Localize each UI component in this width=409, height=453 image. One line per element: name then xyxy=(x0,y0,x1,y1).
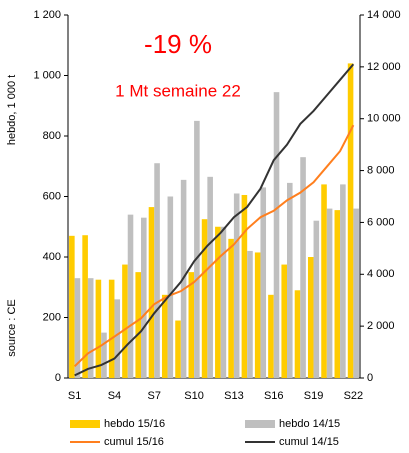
bar xyxy=(273,92,280,378)
y2-tick-label: 10 000 xyxy=(367,113,401,125)
x-tick-label: S7 xyxy=(148,390,161,402)
bar xyxy=(154,163,160,378)
x-tick-label: S13 xyxy=(224,390,244,402)
y2-tick-label: 4 000 xyxy=(367,268,395,280)
legend-label: cumul 15/16 xyxy=(104,436,164,448)
y-tick-label: 800 xyxy=(43,130,61,142)
bar xyxy=(69,235,75,378)
y-tick-label: 200 xyxy=(43,311,61,323)
legend-label: hebdo 15/16 xyxy=(104,418,165,430)
bar xyxy=(340,184,346,378)
bar xyxy=(161,294,168,378)
bar xyxy=(122,264,128,378)
source: source : CE xyxy=(6,299,18,356)
bar xyxy=(135,272,141,378)
y2-tick-label: 2 000 xyxy=(367,320,395,332)
x-tick-label: S1 xyxy=(68,390,81,402)
bar xyxy=(194,120,200,378)
bar xyxy=(233,193,240,378)
bar xyxy=(313,220,320,378)
bar xyxy=(175,320,181,378)
x-tick-label: S4 xyxy=(108,390,121,402)
y2-tick-label: 12 000 xyxy=(367,61,401,73)
x-tick-label: S16 xyxy=(264,390,284,402)
bar xyxy=(215,226,221,378)
bar xyxy=(307,257,314,378)
bar xyxy=(141,217,147,378)
y2-tick-label: 0 xyxy=(367,372,373,384)
bar xyxy=(326,208,333,378)
legend-label: cumul 14/15 xyxy=(279,436,339,448)
bar xyxy=(220,226,227,378)
y-tick-label: 1 000 xyxy=(33,69,61,81)
bar xyxy=(247,250,253,378)
bar xyxy=(353,208,359,378)
bar xyxy=(82,235,88,378)
bar xyxy=(334,210,341,378)
bar xyxy=(188,272,195,378)
bar xyxy=(347,63,354,379)
y2-tick-label: 14 000 xyxy=(367,9,401,21)
annotation: 1 Mt semaine 22 xyxy=(115,81,241,100)
legend-swatch xyxy=(70,420,100,428)
bar xyxy=(241,194,248,378)
legend-label: hebdo 14/15 xyxy=(279,418,340,430)
y-tick-label: 0 xyxy=(55,372,61,384)
bar xyxy=(201,219,208,378)
bar xyxy=(268,294,274,378)
bar xyxy=(294,290,301,378)
bar xyxy=(207,176,213,378)
bar xyxy=(95,279,102,378)
bar xyxy=(74,278,81,378)
line xyxy=(73,124,355,368)
bar xyxy=(148,207,155,378)
x-tick-label: S10 xyxy=(184,390,204,402)
bar xyxy=(127,214,134,378)
bar xyxy=(281,264,287,378)
bar xyxy=(114,299,121,378)
bar xyxy=(287,182,293,378)
bar xyxy=(228,238,234,378)
x-tick-label: S19 xyxy=(304,390,324,402)
bar xyxy=(87,278,94,378)
y2-tick-label: 8 000 xyxy=(367,164,395,176)
x-tick-label: S22 xyxy=(344,390,364,402)
bar xyxy=(321,184,327,378)
bar xyxy=(108,279,115,378)
bar xyxy=(300,157,306,378)
y-tick-label: 600 xyxy=(43,190,61,202)
bar xyxy=(167,196,174,378)
y2-tick-label: 6 000 xyxy=(367,216,395,228)
y-tick-label: 1 200 xyxy=(33,9,61,21)
legend-swatch xyxy=(245,420,275,428)
y-tick-label: 400 xyxy=(43,251,61,263)
bar xyxy=(260,187,267,378)
annotation: -19 % xyxy=(144,29,212,59)
bar xyxy=(254,252,261,378)
line xyxy=(74,63,355,377)
y-axis-label: hebdo, 1 000 t xyxy=(6,75,18,145)
bar xyxy=(101,332,107,378)
